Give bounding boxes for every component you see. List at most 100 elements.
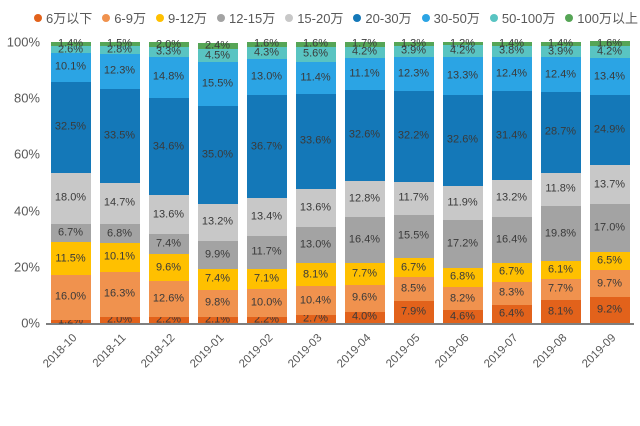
segment-15-20万 [99,182,140,225]
segment-30-50万 [99,54,140,89]
legend-item-5[interactable]: 20-30万 [353,8,412,27]
segment-6万以下 [589,297,630,323]
legend-item-8[interactable]: 100万以上 [565,8,638,27]
segment-20-30万 [393,91,434,182]
segment-20-30万 [197,105,238,204]
legend-item-0[interactable]: 6万以下 [34,8,92,27]
x-axis-label-2019-05: 2019-05 [383,332,422,371]
segment-6-9万 [442,287,483,311]
segment-6-9万 [148,281,189,317]
segment-100万以上 [589,41,630,46]
segment-30-50万 [295,62,336,95]
segment-100万以上 [50,42,91,46]
segment-20-30万 [99,88,140,183]
segment-20-30万 [344,89,385,182]
segment-100万以上 [197,42,238,50]
segment-9-12万 [99,243,140,272]
segment-20-30万 [540,92,581,173]
segment-50-100万 [393,45,434,57]
segment-6万以下 [197,317,238,323]
legend-item-6[interactable]: 30-50万 [421,8,480,27]
legend-marker-icon [421,13,430,22]
segment-6万以下 [540,300,581,323]
stacked-bar-2018-11: 2.0% 16.3% 10.1% 6.8% 14.7% 33.5% 12.3% 2.8% 1.5… [99,38,140,325]
x-axis-label-2018-12: 2018-12 [138,332,177,371]
segment-100万以上 [246,42,287,47]
segment-15-20万 [442,186,483,220]
segment-100万以上 [442,42,483,46]
bar-slot-2019-05: 7.9% 8.5% 6.7% 15.5% 11.7% 32.2% 12.3% 3.9% 1.3%… [384,38,438,370]
stacked-bar-2018-12: 2.2% 12.6% 9.6% 7.4% 13.6% 34.6% 14.8% 3.3% 2.0% [148,39,189,325]
segment-100万以上 [540,42,581,47]
segment-12-15万 [295,226,336,264]
segment-6-9万 [197,289,238,318]
segment-50-100万 [491,45,532,57]
segment-20-30万 [295,94,336,189]
stacked-bar-2019-08: 8.1% 7.7% 6.1% 19.8% 11.8% 28.7% 12.4% 3.9% 1.4% [540,38,581,323]
y-axis-tick-label: 60% [13,146,40,162]
segment-12-15万 [442,219,483,268]
y-axis-tick-label: 20% [13,259,40,275]
segment-6-9万 [344,284,385,312]
segment-20-30万 [246,95,287,199]
y-axis-tick-label: 100% [6,34,40,50]
segment-6万以下 [50,319,91,323]
x-axis-label-2019-09: 2019-09 [579,332,618,371]
segment-6万以下 [246,316,287,323]
segment-30-50万 [589,57,630,96]
legend-marker-icon [489,13,498,22]
segment-6万以下 [442,310,483,323]
stacked-bar-2019-03: 2.7% 10.4% 8.1% 13.0% 13.6% 33.6% 11.4% 5.6% 1.6… [295,38,336,324]
segment-50-100万 [442,45,483,58]
segment-50-100万 [344,46,385,59]
y-axis-tick-label: 0% [21,315,40,331]
segment-12-15万 [246,235,287,269]
legend-item-3[interactable]: 12-15万 [216,8,275,27]
segment-12-15万 [344,217,385,264]
segment-20-30万 [491,91,532,180]
legend-marker-icon [565,13,574,22]
segment-50-100万 [246,46,287,59]
legend-label: 30-50万 [433,11,480,26]
segment-50-100万 [589,45,630,58]
segment-30-50万 [344,58,385,90]
x-axis-label-2018-11: 2018-11 [90,332,128,370]
segment-6万以下 [393,300,434,323]
legend-item-1[interactable]: 6-9万 [102,8,146,27]
x-axis-label-2019-03: 2019-03 [285,332,324,371]
x-axis-label-2018-10: 2018-10 [40,332,79,371]
segment-12-15万 [99,224,140,244]
legend-marker-icon [155,13,164,22]
segment-12-15万 [197,240,238,269]
bar-slot-2018-11: 2.0% 16.3% 10.1% 6.8% 14.7% 33.5% 12.3% 2.8% 1.5… [90,38,144,370]
segment-9-12万 [540,261,581,279]
legend-item-4[interactable]: 15-20万 [285,8,343,27]
bar-slot-2019-07: 6.4% 8.3% 6.7% 16.4% 13.2% 31.4% 12.4% 3.8% 1.4%… [482,38,536,370]
segment-15-20万 [393,181,434,215]
x-axis-label-2019-08: 2019-08 [530,332,569,371]
segment-12-15万 [50,223,91,243]
legend-marker-icon [102,13,111,22]
legend-item-7[interactable]: 50-100万 [489,8,555,27]
segment-9-12万 [50,242,91,275]
legend-label: 6-9万 [114,11,146,26]
segment-9-12万 [246,268,287,289]
segment-9-12万 [393,258,434,277]
segment-6万以下 [99,317,140,323]
segment-100万以上 [393,42,434,46]
segment-15-20万 [344,181,385,218]
stacked-bar-2019-04: 4.0% 9.6% 7.7% 16.4% 12.8% 32.6% 11.1% 4.2% 1.7% [344,38,385,323]
legend-item-2[interactable]: 9-12万 [155,8,207,27]
stacked-bar-2019-06: 4.6% 8.2% 6.8% 17.2% 11.9% 32.6% 13.3% 4.2% 1.2% [442,38,483,323]
segment-12-15万 [589,203,630,252]
segment-30-50万 [50,53,91,82]
plot-area: 0% 20% 40% 60% 80% 100% 1.2% 16.0% 11.5% 6.7% 18.0… [7,35,634,370]
segment-20-30万 [589,95,630,166]
segment-12-15万 [148,233,189,255]
y-axis-tick-label: 40% [13,203,40,219]
legend-label: 20-30万 [365,11,412,26]
segment-12-15万 [540,205,581,262]
segment-100万以上 [344,41,385,47]
segment-9-12万 [491,262,532,282]
